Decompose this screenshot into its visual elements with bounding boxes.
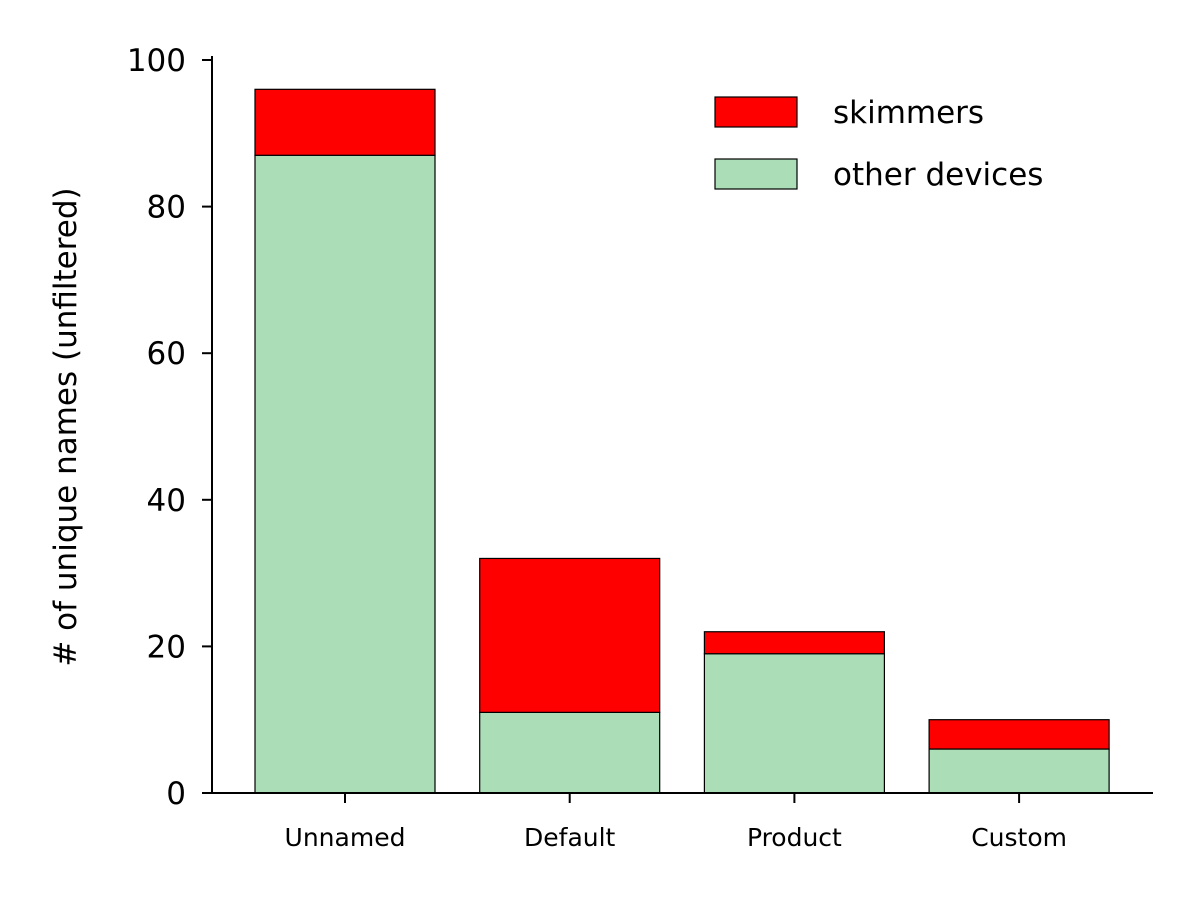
bar-skimmers-default xyxy=(479,557,661,713)
bar-other-devices-unnamed xyxy=(254,154,436,794)
y-tick-label: 80 xyxy=(147,190,186,226)
bar-skimmers-product xyxy=(703,631,886,655)
x-tick-label-unnamed: Unnamed xyxy=(285,823,406,852)
x-tick-label-default: Default xyxy=(524,823,616,852)
x-tick-label-custom: Custom xyxy=(971,823,1067,852)
bars xyxy=(254,88,1110,794)
legend: skimmers other devices xyxy=(714,95,1043,193)
y-tick-label: 0 xyxy=(166,776,186,812)
y-axis: 0 20 40 60 80 100 xyxy=(127,43,213,812)
x-tick-label-product: Product xyxy=(747,823,842,852)
bar-other-devices-default xyxy=(479,711,661,794)
y-tick-label: 40 xyxy=(147,483,186,519)
legend-label-other-devices: other devices xyxy=(833,157,1043,193)
bar-other-devices-product xyxy=(703,653,886,794)
x-axis: Unnamed Default Product Custom xyxy=(212,792,1153,852)
y-axis-label: # of unique names (unfiltered) xyxy=(48,187,84,666)
y-tick-label: 100 xyxy=(127,43,186,79)
y-tick-label: 20 xyxy=(147,629,186,665)
bar-skimmers-unnamed xyxy=(254,88,436,156)
legend-label-skimmers: skimmers xyxy=(833,95,984,131)
legend-swatch-skimmers xyxy=(714,96,798,128)
bar-skimmers-custom xyxy=(928,719,1110,750)
y-tick-label: 60 xyxy=(147,336,186,372)
bar-other-devices-custom xyxy=(928,748,1110,794)
legend-swatch-other-devices xyxy=(714,158,798,190)
